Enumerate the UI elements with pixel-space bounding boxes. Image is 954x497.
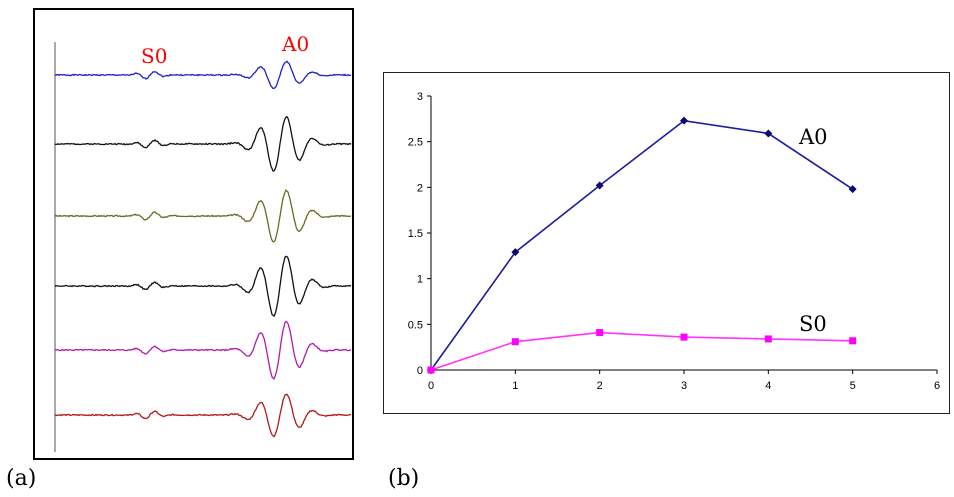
data-point-s0: [596, 329, 604, 337]
x-tick-label: 3: [681, 380, 687, 392]
panel-b-frame: 0 0.5 1 1.5 2 2.5 3 0 1 2 3 4 5 6 A0 S0: [383, 72, 950, 414]
y-tick-label: 0.5: [408, 319, 423, 331]
series-line-s0: [430, 331, 853, 371]
caption-b: (b): [388, 466, 420, 491]
data-point-a0: [595, 181, 604, 190]
line-chart: 0 0.5 1 1.5 2 2.5 3 0 1 2 3 4 5 6 A0 S0: [408, 91, 940, 392]
waveform-trace: [54, 320, 352, 380]
caption-a: (a): [6, 466, 37, 491]
data-point-s0: [849, 337, 857, 345]
series-line-a0: [430, 119, 854, 371]
waveform-trace: [54, 60, 352, 90]
y-tick-label: 2.5: [408, 137, 423, 149]
waveform-plot: S0 A0: [54, 32, 352, 452]
data-point-s0: [680, 333, 688, 341]
x-tick-label: 2: [597, 380, 603, 392]
x-tick-label: 4: [765, 380, 771, 392]
series-label-s0: S0: [799, 312, 827, 336]
waveform-trace: [54, 188, 352, 243]
y-tick-label: 1: [417, 274, 423, 286]
x-tick-label: 6: [934, 380, 940, 392]
panel-a-frame: S0 A0: [33, 8, 354, 460]
data-point-s0: [427, 366, 435, 374]
a0-mode-label: A0: [281, 32, 309, 56]
x-tick-label: 0: [428, 380, 434, 392]
s0-mode-label: S0: [141, 44, 167, 68]
data-point-a0: [764, 129, 773, 138]
x-tick-label: 5: [850, 380, 856, 392]
data-point-s0: [511, 338, 519, 346]
waveform-trace: [54, 393, 352, 438]
x-tick-label: 1: [512, 380, 518, 392]
series-label-a0: A0: [798, 125, 828, 149]
y-tick-label: 1.5: [408, 228, 423, 240]
y-tick-label: 2: [417, 182, 423, 194]
data-point-s0: [764, 335, 772, 343]
data-point-a0: [848, 185, 857, 194]
y-tick-label: 3: [417, 91, 423, 103]
waveform-trace: [54, 116, 352, 172]
data-point-a0: [680, 116, 688, 125]
y-tick-label: 0: [417, 365, 423, 377]
waveform-trace: [54, 255, 352, 318]
